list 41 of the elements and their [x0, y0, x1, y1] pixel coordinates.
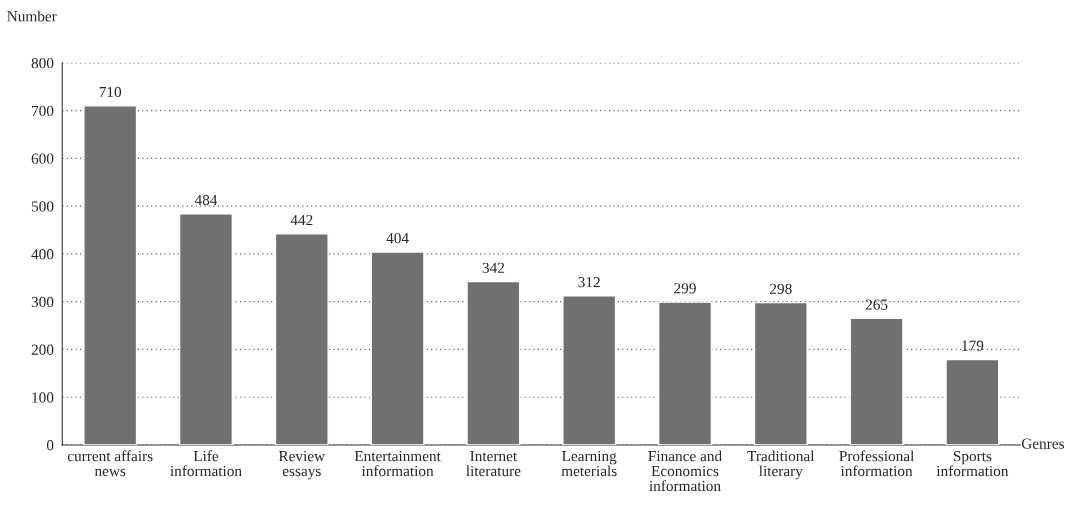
data-label: 484 [194, 194, 218, 206]
bar [562, 295, 617, 445]
bar [178, 213, 234, 445]
bar [849, 317, 904, 445]
x-tick-label: Finance and Economics information [648, 450, 722, 492]
y-tick-label: 400 [31, 249, 54, 260]
data-label: 442 [290, 214, 313, 226]
bar [945, 358, 1000, 445]
x-tick-label: current affairs news [67, 450, 153, 477]
x-tick-label: Review essays [278, 451, 326, 480]
y-tick-label: 0 [46, 440, 54, 451]
y-tick-label: 600 [31, 153, 54, 164]
bar [753, 301, 808, 445]
y-tick-label: 800 [31, 57, 54, 69]
data-label: 265 [865, 299, 888, 310]
x-tick-label: Professional information [839, 450, 915, 477]
data-label: 404 [386, 233, 409, 244]
x-tick-label: Entertainment information [354, 451, 441, 477]
bar [370, 251, 425, 445]
data-label: 342 [482, 262, 505, 273]
y-tick-label: 200 [31, 344, 54, 355]
y-axis-title: Number [7, 10, 57, 22]
x-tick-label: Sports information [936, 451, 1009, 477]
y-tick-label: 500 [31, 201, 54, 212]
bar [657, 301, 713, 445]
data-label: 710 [99, 86, 122, 98]
x-tick-label: Learning meterials [561, 450, 617, 477]
x-axis-title: Genres [1021, 438, 1064, 449]
data-label: 299 [674, 283, 696, 294]
x-tick-label: Traditional literary [747, 450, 815, 480]
data-label: 298 [770, 283, 792, 294]
x-tick-label: Internet literature [466, 451, 521, 477]
x-tick-label: Life information [170, 450, 242, 477]
y-tick-label: 700 [32, 105, 54, 117]
bar [274, 233, 329, 445]
bar [466, 280, 521, 445]
y-tick-label: 300 [31, 296, 54, 308]
y-tick-label: 100 [32, 392, 54, 403]
data-label: 312 [578, 277, 600, 288]
bar [83, 105, 138, 445]
data-label: 179 [962, 340, 984, 351]
